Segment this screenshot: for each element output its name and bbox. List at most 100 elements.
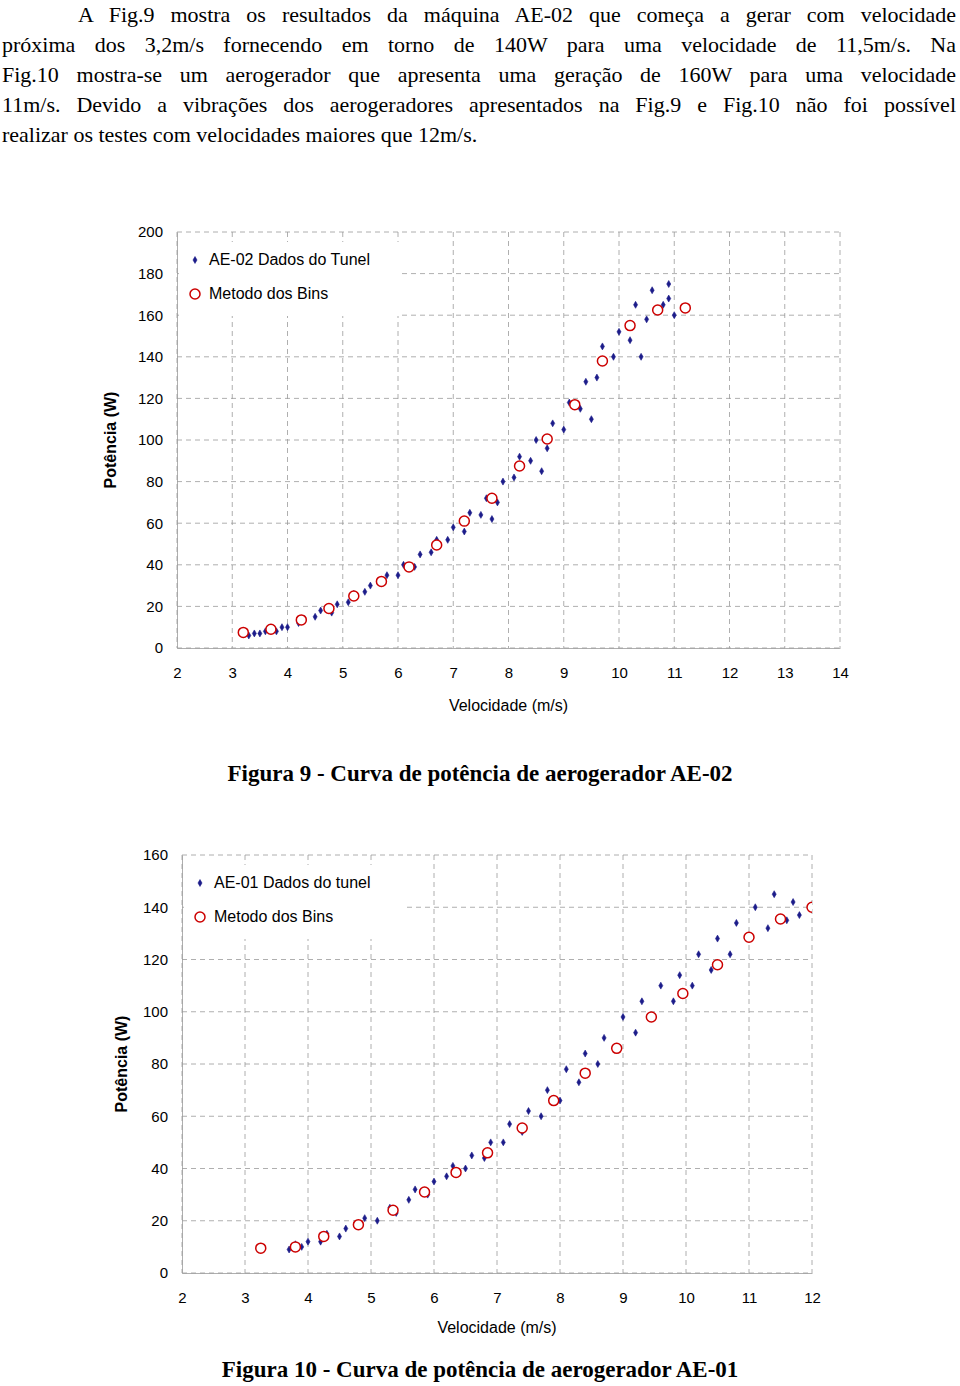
bin-point (653, 305, 663, 315)
legend-label: AE-01 Dados do tunel (214, 874, 371, 891)
tick: 120 (143, 951, 182, 968)
bin-point (483, 1148, 493, 1158)
tick-label: 2 (173, 664, 181, 681)
bin-point (376, 576, 386, 586)
plot-marks (256, 891, 812, 1253)
tick: 10 (611, 648, 628, 681)
tick: 2 (178, 1273, 186, 1306)
data-point (445, 1173, 449, 1180)
data-point (600, 343, 604, 350)
marker-shape (671, 998, 675, 1005)
tick: 80 (151, 1055, 182, 1072)
tick-label: 5 (339, 664, 347, 681)
tick-label: 140 (138, 348, 163, 365)
grid-line-y (182, 1273, 812, 1274)
tick-label: 12 (804, 1289, 821, 1306)
legend-symbol (190, 289, 200, 299)
tick-label: 120 (143, 951, 168, 968)
axis-line (178, 648, 841, 649)
legend: AE-01 Dados do tunelMetodo dos Bins (184, 865, 404, 939)
tick-label: 11 (667, 664, 683, 681)
grid-line-y (182, 1220, 812, 1221)
grid-line-y (182, 855, 812, 856)
marker-shape (335, 601, 339, 608)
marker-shape (368, 582, 372, 589)
data-point (690, 982, 694, 989)
data-point (639, 353, 643, 360)
data-point (368, 582, 372, 589)
data-point (396, 572, 400, 579)
legend-background (184, 865, 404, 939)
data-point (470, 1152, 474, 1159)
marker-shape (611, 353, 615, 360)
tick-label: 13 (777, 664, 794, 681)
grid-line-x (453, 232, 454, 648)
marker-shape (363, 1215, 367, 1222)
paragraph: A Fig.9 mostra os resultados da máquina … (2, 0, 956, 150)
chart: 23456789101112020406080100120140160Veloc… (113, 846, 821, 1382)
data-point (562, 426, 566, 433)
marker-shape (713, 960, 723, 970)
tick-label: 7 (450, 664, 458, 681)
bin-point (487, 493, 497, 503)
marker-shape (319, 607, 323, 614)
tick: 2 (173, 648, 181, 681)
tick: 4 (284, 648, 292, 681)
data-point (313, 613, 317, 620)
marker-shape (515, 461, 525, 471)
marker-shape (195, 912, 205, 922)
marker-shape (570, 400, 580, 410)
bin-point (517, 1123, 527, 1133)
tick-label: 80 (151, 1055, 168, 1072)
tick-label: 10 (678, 1289, 695, 1306)
tick-label: 6 (394, 664, 402, 681)
axis-line (183, 1273, 813, 1274)
data-point (252, 630, 256, 637)
tick-label: 200 (138, 223, 163, 240)
data-point (753, 904, 757, 911)
marker-shape (602, 1034, 606, 1041)
marker-shape (459, 516, 469, 526)
tick-label: 60 (151, 1108, 168, 1125)
data-point (407, 1196, 411, 1203)
bin-point (612, 1043, 622, 1053)
marker-shape (625, 321, 635, 331)
data-point (551, 420, 555, 427)
marker-shape (597, 356, 607, 366)
tick: 20 (151, 1212, 182, 1229)
bin-point (646, 1012, 656, 1022)
data-point (672, 312, 676, 319)
x-axis: 23456789101112 (178, 1273, 821, 1306)
tick: 140 (143, 899, 182, 916)
grid-line-y (177, 440, 840, 441)
data-point (463, 1165, 467, 1172)
marker-shape (596, 1061, 600, 1068)
bin-point (238, 627, 248, 637)
marker-shape (645, 316, 649, 323)
grid-line-y (182, 1011, 812, 1012)
marker-shape (470, 1152, 474, 1159)
marker-shape (404, 562, 414, 572)
grid (182, 855, 812, 1273)
bin-point (296, 615, 306, 625)
bin-point (432, 540, 442, 550)
data-point (678, 972, 682, 979)
marker-shape (667, 295, 671, 302)
tick-label: 100 (138, 431, 163, 448)
data-point (545, 445, 549, 452)
marker-shape (258, 630, 262, 637)
tick: 80 (146, 473, 177, 490)
tick-label: 0 (160, 1264, 168, 1281)
bin-point (324, 603, 334, 613)
y-axis-title: Potência (W) (102, 392, 119, 489)
grid (177, 232, 840, 648)
data-point (628, 337, 632, 344)
data-point (671, 998, 675, 1005)
tick-label: 9 (619, 1289, 627, 1306)
marker-shape (198, 880, 202, 887)
marker-shape (512, 474, 516, 481)
data-point (285, 624, 289, 631)
marker-shape (678, 972, 682, 979)
marker-shape (577, 1079, 581, 1086)
tick: 100 (138, 431, 177, 448)
